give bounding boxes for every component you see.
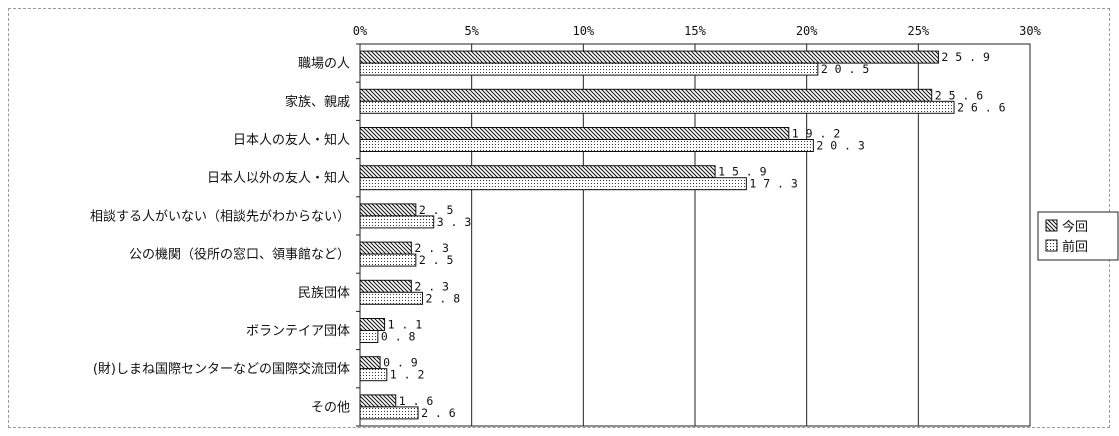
bar-current	[359, 279, 412, 293]
data-label: 1 . 6	[399, 394, 434, 408]
bar-current	[359, 394, 397, 408]
bar-current	[359, 203, 417, 217]
data-label: 2 6 . 6	[957, 100, 1006, 114]
category-labels: 職場の人家族、親戚日本人の友人・知人日本人以外の友人・知人相談する人がいない（相…	[90, 57, 350, 416]
data-label: 1 . 1	[388, 318, 423, 332]
data-label: 1 9 . 2	[792, 127, 840, 141]
category-label: 職場の人	[298, 57, 350, 72]
bar-previous	[359, 291, 424, 305]
x-tick-label: 5%	[464, 24, 479, 38]
category-label: 民族団体	[298, 285, 350, 301]
bar-current	[359, 127, 790, 140]
data-label: 2 . 8	[426, 291, 461, 305]
x-tick-label: 10%	[572, 24, 594, 38]
bar-current	[359, 88, 933, 102]
data-label: 1 . 2	[390, 368, 425, 382]
x-tick-label: 0%	[353, 24, 368, 38]
data-label: 0 . 9	[383, 356, 418, 370]
x-tick-label: 25%	[907, 24, 929, 38]
category-label: ボランテイア団体	[246, 324, 350, 339]
data-label: 2 0 . 3	[816, 139, 865, 153]
data-label: 2 0 . 5	[821, 62, 869, 76]
bar-previous	[359, 368, 388, 382]
legend-label: 前回	[1062, 239, 1088, 255]
x-tick-label: 30%	[1019, 24, 1041, 38]
category-label: (財)しまね国際センターなどの国際交流団体	[93, 361, 350, 377]
bars	[359, 50, 955, 420]
x-axis-ticks: 0% 5% 10% 15% 20% 25% 30%	[353, 24, 1042, 38]
bar-previous	[359, 215, 435, 229]
data-label: 2 . 5	[419, 253, 454, 267]
bar-previous	[359, 253, 417, 267]
data-label: 3 . 3	[437, 215, 472, 229]
data-label: 1 5 . 9	[718, 165, 767, 179]
category-label: 公の機関（役所の窓口、領事館など）	[129, 247, 350, 263]
data-label: 2 . 5	[419, 203, 454, 217]
category-label: その他	[311, 400, 350, 415]
bar-previous	[359, 177, 747, 191]
data-label: 1 7 . 3	[749, 177, 798, 191]
data-label: 2 . 6	[421, 406, 456, 420]
bar-previous	[359, 330, 379, 343]
bar-current	[359, 356, 381, 370]
bar-previous	[359, 62, 819, 76]
data-label: 2 5 . 6	[935, 88, 984, 102]
category-label: 日本人の友人・知人	[233, 132, 350, 148]
category-label: 家族、親戚	[285, 94, 350, 110]
data-label: 2 . 3	[414, 241, 449, 255]
category-label: 日本人以外の友人・知人	[207, 170, 350, 186]
legend-swatch-previous	[1045, 239, 1058, 252]
bar-current	[359, 165, 716, 179]
bar-previous	[359, 139, 814, 152]
value-labels: 2 5 . 9 2 0 . 5 2 5 . 62 6 . 6 1 9 . 22 0 .…	[381, 50, 1006, 420]
bar-previous	[359, 100, 955, 114]
legend-swatch-current	[1045, 219, 1058, 232]
legend-label: 今回	[1062, 219, 1088, 235]
x-tick-label: 15%	[684, 24, 706, 38]
data-label: 2 5 . 9	[941, 50, 990, 64]
x-tick-label: 20%	[796, 24, 818, 38]
data-label: 0 . 8	[381, 330, 416, 344]
bar-current	[359, 241, 412, 255]
bar-previous	[359, 406, 419, 420]
data-label: 2 . 3	[414, 279, 449, 293]
category-label: 相談する人がいない（相談先がわからない）	[90, 208, 350, 224]
